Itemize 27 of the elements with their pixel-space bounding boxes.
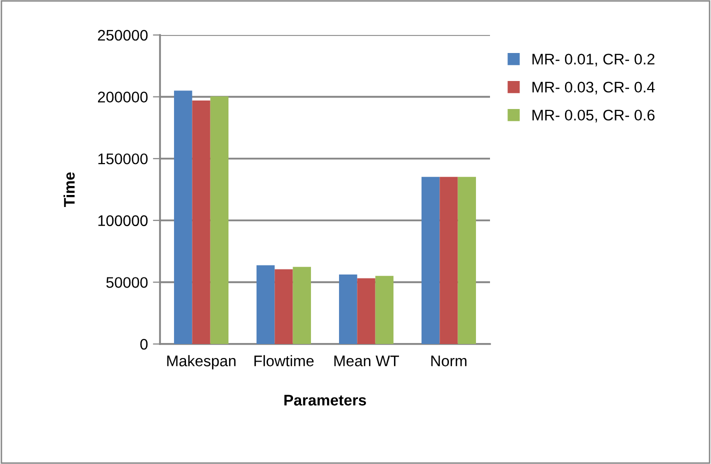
bar: [422, 176, 440, 344]
x-axis-title: Parameters: [284, 394, 366, 406]
bar: [339, 274, 358, 344]
x-tick-label: Norm: [431, 356, 466, 366]
y-tick-label: 150000: [98, 153, 148, 164]
x-tick-label: Makespan: [167, 355, 236, 370]
bar: [256, 265, 275, 344]
bar: [174, 90, 192, 344]
legend-label: MR- 0.03, CR- 0.4: [532, 82, 655, 94]
y-tick-label: 250000: [98, 30, 148, 41]
bar: [357, 278, 376, 344]
bar: [192, 100, 210, 344]
y-tick-label: 50000: [106, 277, 148, 288]
legend-label: MR- 0.05, CR- 0.6: [532, 110, 655, 122]
y-axis-title: Time: [64, 172, 75, 208]
legend-label: MR- 0.01, CR- 0.2: [532, 54, 654, 66]
bar: [375, 276, 394, 344]
y-tick-label: 100000: [98, 215, 148, 226]
y-tick-label: 0: [140, 338, 148, 350]
x-tick-label: Flowtime: [254, 355, 314, 366]
y-tick-label: 200000: [98, 92, 148, 102]
bar: [458, 176, 476, 344]
bar: [274, 269, 293, 344]
bar: [440, 176, 458, 344]
x-tick-label: Mean WT: [334, 356, 400, 366]
bar: [292, 266, 311, 344]
bar: [210, 96, 228, 344]
